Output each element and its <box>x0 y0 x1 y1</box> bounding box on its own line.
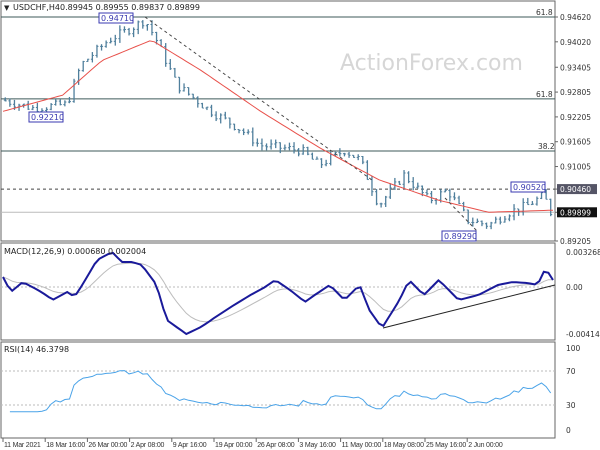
fib-label-3: 38.2 <box>538 142 555 151</box>
price-axis-label: 0.91005 <box>560 163 591 172</box>
price-axis-label: 0.92805 <box>560 88 591 97</box>
macd-tick-top: 0.003268 <box>566 248 600 257</box>
time-axis-label: 26 Apr 08:00 <box>257 442 295 449</box>
time-axis-label: 2 Apr 08:00 <box>131 442 165 449</box>
price-bars <box>3 20 553 230</box>
macd-tick-bottom: -0.004144 <box>566 330 600 339</box>
time-axis-label: 11 Mar 2021 <box>4 442 41 449</box>
time-axis-label: 26 Mar 00:00 <box>88 442 127 449</box>
low-label-1: 0.92210 <box>31 113 64 122</box>
moving-average-line <box>2 40 554 213</box>
low-label-2: 0.89290 <box>444 232 477 241</box>
time-axis: 11 Mar 2021 18 Mar 16:00 26 Mar 00:00 2 Apr… <box>2 438 503 449</box>
fib-label-1: 61.8 <box>536 8 553 17</box>
price-axis-label: 0.89899 <box>560 208 591 217</box>
time-axis-label: 9 Apr 16:00 <box>173 442 207 449</box>
dropdown-arrow-icon[interactable]: ▼ <box>4 4 10 12</box>
macd-line <box>2 251 554 336</box>
rsi-title: RSI(14) 46.3798 <box>4 345 69 354</box>
panel-frames <box>0 0 556 439</box>
fib-label-2: 61.8 <box>536 90 553 99</box>
time-axis-label: 11 May 00:00 <box>342 442 382 449</box>
time-axis-label: 25 May 16:00 <box>426 442 466 449</box>
rsi-panel-frame <box>0 341 556 439</box>
trendline-dashed-2 <box>444 197 479 233</box>
high-label-2: 0.90520 <box>513 183 546 192</box>
high-label: 0.94710 <box>101 14 134 23</box>
rsi-tick-100: 100 <box>566 344 581 353</box>
time-axis-label: 18 May 08:00 <box>384 442 424 449</box>
rsi-tick-70: 70 <box>566 367 576 376</box>
time-axis-label: 18 Mar 16:00 <box>46 442 85 449</box>
macd-trendline <box>382 284 556 329</box>
time-axis-label: 3 May 16:00 <box>299 442 336 449</box>
macd-signal-line <box>2 262 554 323</box>
rsi-line <box>9 370 552 413</box>
trendline-dashed <box>144 16 373 181</box>
levels <box>1 16 555 213</box>
rsi-tick-0: 0 <box>566 426 571 435</box>
price-axis-label: 0.92205 <box>560 113 591 122</box>
main-panel-frame <box>0 0 556 242</box>
time-axis-label: 19 Apr 00:00 <box>215 442 253 449</box>
price-axis-label: 0.91605 <box>560 138 591 147</box>
price-axis-label: 0.90460 <box>560 185 591 194</box>
macd-panel-frame <box>0 242 556 341</box>
watermark: ActionForex.com <box>340 51 523 76</box>
ohlc-values: 0.89945 0.89955 0.89837 0.89899 <box>60 3 200 12</box>
symbol-label: USDCHF,H4 <box>13 3 60 12</box>
chart-header: ▼ USDCHF,H4 0.89945 0.89955 0.89837 0.89… <box>4 3 200 12</box>
macd-tick-zero: 0.00 <box>566 283 583 292</box>
price-axis-label: 0.93405 <box>560 63 591 72</box>
current-price-badge <box>557 207 597 218</box>
price-axis-label: 0.94020 <box>560 38 591 47</box>
rsi-tick-30: 30 <box>566 401 576 410</box>
time-axis-label: 2 Jun 00:00 <box>468 442 503 449</box>
price-labels: 0.94710 0.92210 0.89290 0.90520 61.8 61.… <box>28 8 555 242</box>
macd-title: MACD(12,26,9) 0.000680 0.002004 <box>4 247 146 256</box>
price-axis: 0.94620 0.94020 0.93405 0.92805 0.92205 0.916… <box>555 13 597 246</box>
price-axis-label: 0.94620 <box>560 13 591 22</box>
price-axis-label: 0.89205 <box>560 237 591 246</box>
marked-level-badge <box>557 184 597 195</box>
